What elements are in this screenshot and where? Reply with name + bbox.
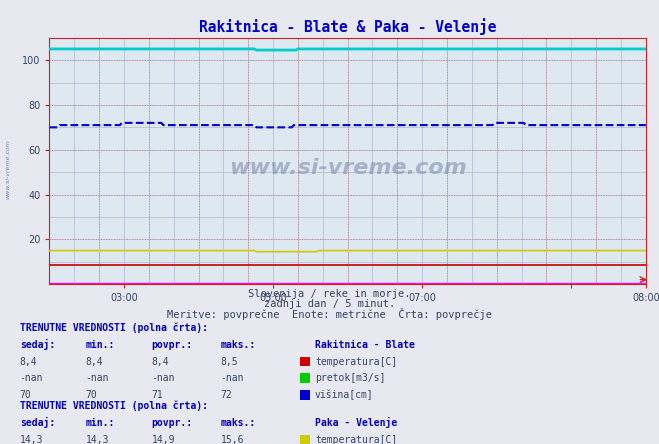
Text: 14,9: 14,9 <box>152 435 175 444</box>
Text: povpr.:: povpr.: <box>152 418 192 428</box>
Text: www.si-vreme.com: www.si-vreme.com <box>5 139 11 198</box>
Text: 14,3: 14,3 <box>20 435 43 444</box>
Text: Rakitnica - Blate: Rakitnica - Blate <box>315 340 415 350</box>
Text: Meritve: povprečne  Enote: metrične  Črta: povprečje: Meritve: povprečne Enote: metrične Črta:… <box>167 308 492 320</box>
Text: 8,5: 8,5 <box>221 357 239 367</box>
Text: povpr.:: povpr.: <box>152 340 192 350</box>
Text: sedaj:: sedaj: <box>20 339 55 350</box>
Text: maks.:: maks.: <box>221 418 256 428</box>
Text: -nan: -nan <box>221 373 244 384</box>
Text: -nan: -nan <box>152 373 175 384</box>
Text: -nan: -nan <box>86 373 109 384</box>
Text: 8,4: 8,4 <box>152 357 169 367</box>
Text: TRENUTNE VREDNOSTI (polna črta):: TRENUTNE VREDNOSTI (polna črta): <box>20 322 208 333</box>
Text: www.si-vreme.com: www.si-vreme.com <box>229 159 467 178</box>
Text: TRENUTNE VREDNOSTI (polna črta):: TRENUTNE VREDNOSTI (polna črta): <box>20 401 208 412</box>
Text: 8,4: 8,4 <box>20 357 38 367</box>
Text: 71: 71 <box>152 390 163 400</box>
Text: Paka - Velenje: Paka - Velenje <box>315 417 397 428</box>
Text: min.:: min.: <box>86 340 115 350</box>
Text: zadnji dan / 5 minut.: zadnji dan / 5 minut. <box>264 299 395 309</box>
Text: višina[cm]: višina[cm] <box>315 390 374 400</box>
Text: pretok[m3/s]: pretok[m3/s] <box>315 373 386 384</box>
Text: -nan: -nan <box>20 373 43 384</box>
Text: sedaj:: sedaj: <box>20 417 55 428</box>
Text: min.:: min.: <box>86 418 115 428</box>
Text: 70: 70 <box>20 390 32 400</box>
Text: temperatura[C]: temperatura[C] <box>315 357 397 367</box>
Text: 15,6: 15,6 <box>221 435 244 444</box>
Text: Slovenija / reke in morje.: Slovenija / reke in morje. <box>248 289 411 299</box>
Text: 14,3: 14,3 <box>86 435 109 444</box>
Text: maks.:: maks.: <box>221 340 256 350</box>
Text: temperatura[C]: temperatura[C] <box>315 435 397 444</box>
Text: 70: 70 <box>86 390 98 400</box>
Text: 8,4: 8,4 <box>86 357 103 367</box>
Text: 72: 72 <box>221 390 233 400</box>
Title: Rakitnica - Blate & Paka - Velenje: Rakitnica - Blate & Paka - Velenje <box>199 18 496 35</box>
